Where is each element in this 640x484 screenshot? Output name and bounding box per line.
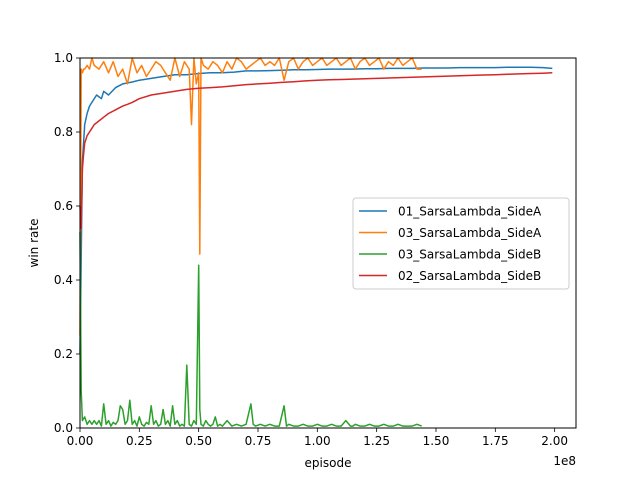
x-axis-label: episode	[305, 456, 352, 470]
x-tick-label: 0.50	[185, 434, 212, 448]
y-tick-label: 0.6	[54, 199, 73, 213]
y-tick-label: 0.2	[54, 347, 73, 361]
legend-label: 03_SarsaLambda_SideB	[398, 248, 541, 262]
series-layer	[79, 57, 553, 427]
legend-box	[352, 197, 570, 290]
series-line-2	[79, 57, 422, 336]
x-tick-label: 2.00	[541, 434, 568, 448]
x-tick-label: 1.50	[423, 434, 450, 448]
y-tick-label: 0.8	[54, 125, 73, 139]
legend: 01_SarsaLambda_SideA 03_SarsaLambda_SideA…	[352, 197, 570, 290]
x-tick-label: 0.75	[245, 434, 272, 448]
legend-label: 02_SarsaLambda_SideB	[398, 269, 541, 283]
x-axis-ticks: 0.00 0.25 0.50 0.75 1.00 1.25 1.50 1.75 2.00	[67, 428, 568, 448]
y-tick-label: 1.0	[54, 51, 73, 65]
axes-frame	[79, 57, 577, 429]
y-axis-ticks: 0.0 0.2 0.4 0.6 0.8 1.0	[54, 51, 80, 435]
x-axis-offset-label: 1e8	[553, 454, 576, 468]
y-tick-label: 0.4	[54, 273, 73, 287]
y-tick-label: 0.0	[54, 421, 73, 435]
x-tick-label: 0.00	[67, 434, 94, 448]
series-line-3	[79, 231, 422, 427]
series-line-1	[79, 66, 553, 355]
x-tick-label: 1.75	[482, 434, 509, 448]
legend-label: 01_SarsaLambda_SideA	[398, 205, 542, 219]
series-line-4	[79, 72, 553, 229]
y-axis-label: win rate	[27, 219, 41, 268]
x-tick-label: 1.00	[304, 434, 331, 448]
x-tick-label: 1.25	[363, 434, 390, 448]
legend-label: 03_SarsaLambda_SideA	[398, 226, 542, 240]
x-tick-label: 0.25	[126, 434, 153, 448]
